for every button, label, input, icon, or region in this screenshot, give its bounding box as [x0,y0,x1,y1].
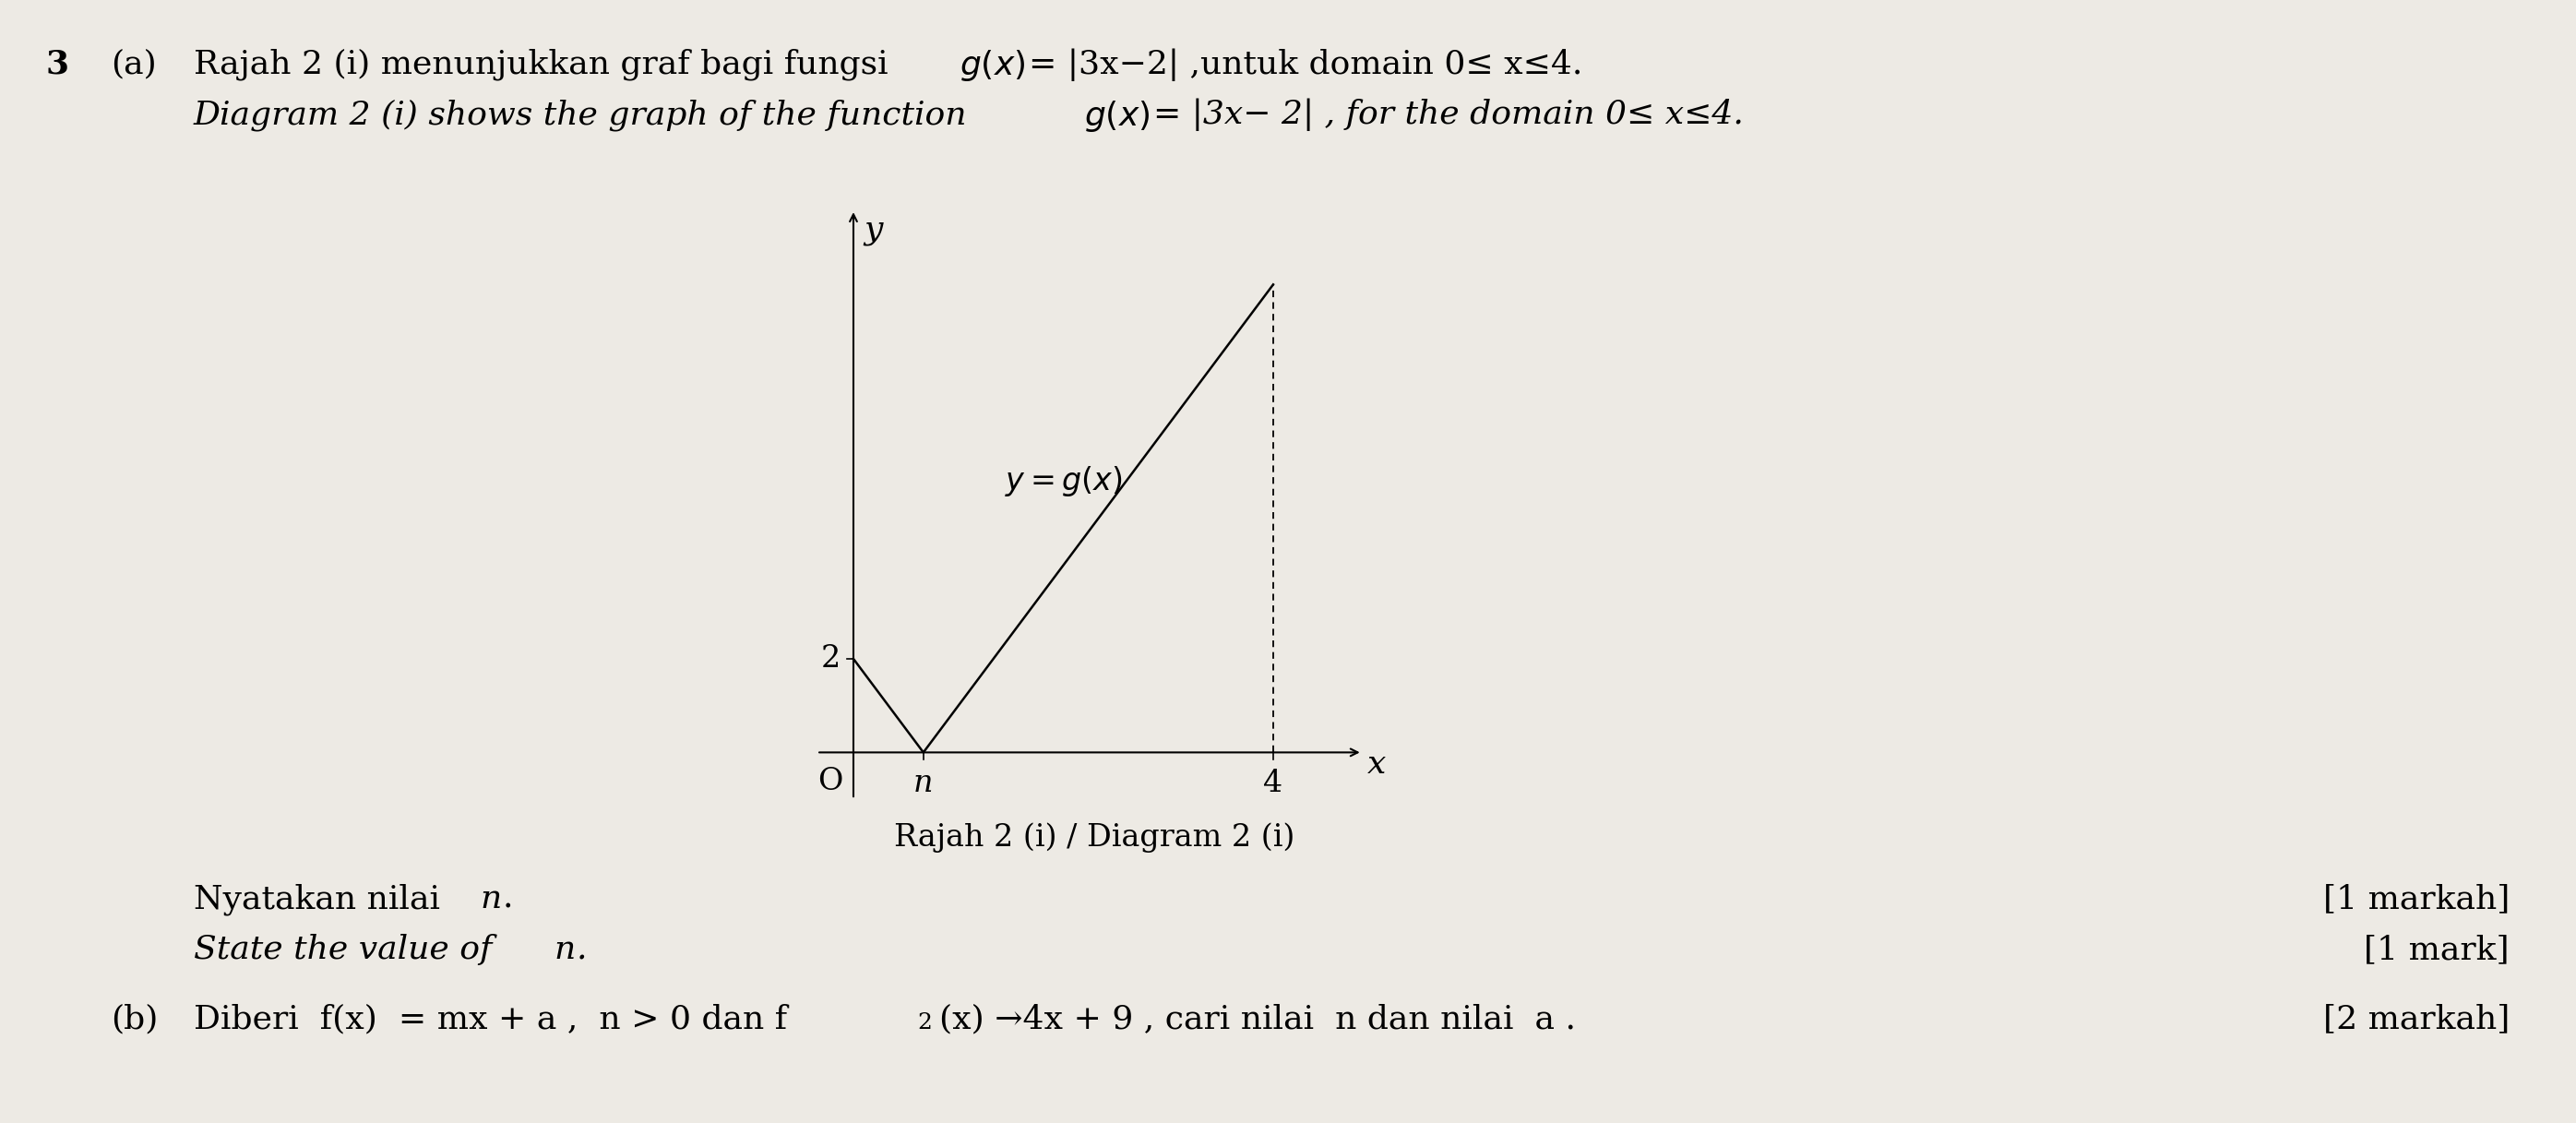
Text: .: . [502,883,513,914]
Text: Nyatakan nilai: Nyatakan nilai [193,883,440,915]
Text: [1 mark]: [1 mark] [2365,934,2509,965]
Text: (b): (b) [111,1003,157,1034]
Text: 3: 3 [46,48,70,80]
Text: $g(x)$: $g(x)$ [1084,99,1149,134]
Text: [1 markah]: [1 markah] [2324,883,2509,914]
Text: $y = g(x)$: $y = g(x)$ [1005,464,1123,499]
Text: 4: 4 [1262,769,1283,798]
Text: $g(x)$: $g(x)$ [958,48,1025,83]
Text: n: n [479,883,502,914]
Text: = |3x− 2| , for the domain 0≤ x≤4.: = |3x− 2| , for the domain 0≤ x≤4. [1154,99,1744,131]
Text: y: y [863,214,884,246]
Text: (a): (a) [111,48,157,80]
Text: x: x [1368,748,1386,779]
Text: Rajah 2 (i) menunjukkan graf bagi fungsi: Rajah 2 (i) menunjukkan graf bagi fungsi [193,48,889,80]
Text: = |3x−2| ,untuk domain 0≤ x≤4.: = |3x−2| ,untuk domain 0≤ x≤4. [1028,48,1582,81]
Text: 2: 2 [917,1012,933,1033]
Text: n: n [914,769,933,798]
Text: 2: 2 [822,645,840,674]
Text: Diberi  f(x)  = mx + a ,  n > 0 dan f: Diberi f(x) = mx + a , n > 0 dan f [193,1003,788,1034]
Text: n: n [554,934,574,965]
Text: Rajah 2 (i) / Diagram 2 (i): Rajah 2 (i) / Diagram 2 (i) [894,822,1296,852]
Text: State the value of: State the value of [193,934,492,965]
Text: O: O [817,766,842,796]
Text: (x) →4x + 9 , cari nilai  n dan nilai  a .: (x) →4x + 9 , cari nilai n dan nilai a . [940,1003,1577,1034]
Text: Diagram 2 (i) shows the graph of the function: Diagram 2 (i) shows the graph of the fun… [193,99,969,130]
Text: [2 markah]: [2 markah] [2324,1003,2509,1034]
Text: .: . [577,934,587,965]
